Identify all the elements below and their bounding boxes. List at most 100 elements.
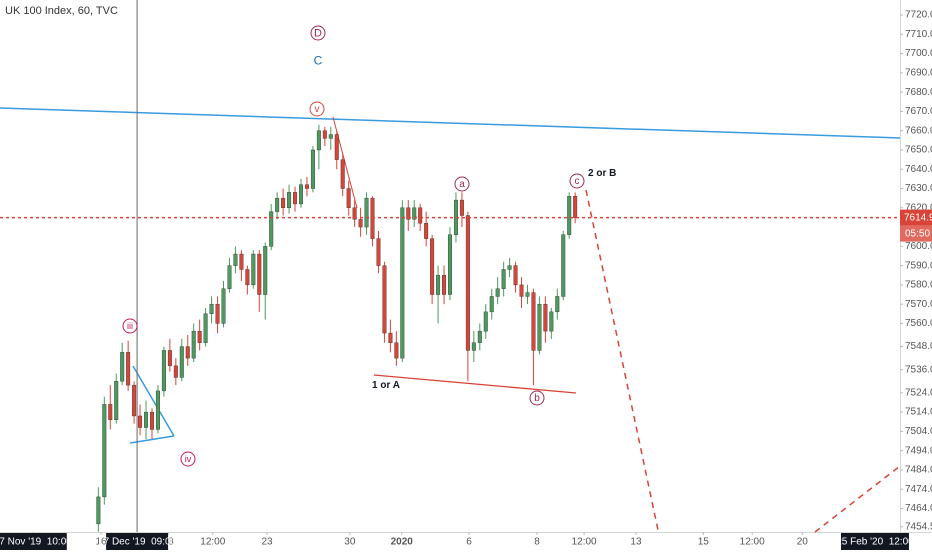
projection-line [814, 465, 901, 533]
candle-body [388, 332, 393, 343]
y-tick-label: 7660.0 [905, 125, 932, 136]
candle-body [334, 134, 339, 160]
candle-body [281, 197, 286, 208]
y-tick-label: 7514.0 [905, 407, 932, 418]
wave-label: b [534, 393, 540, 404]
candle-body [144, 411, 149, 428]
wave-label: a [459, 179, 465, 190]
candle-body [299, 184, 303, 205]
y-tick-label: 7454.5 [905, 521, 932, 532]
wave-circle [309, 101, 325, 117]
candle-body [448, 234, 452, 295]
candle-body [394, 342, 399, 359]
y-tick-label: 7464.0 [905, 503, 932, 514]
y-tick-label: 7524.0 [905, 387, 932, 398]
y-tick-label: 7504.0 [905, 426, 932, 437]
candle-body [120, 352, 125, 382]
candle-body [418, 207, 423, 224]
y-tick-label: 7494.0 [905, 445, 932, 456]
wave-label: iii [127, 321, 133, 331]
triangle-line [132, 365, 175, 437]
candle-body [215, 303, 220, 324]
chart-title: UK 100 Index, 60, TVC [5, 5, 118, 17]
candle-body [328, 134, 333, 139]
candle-body [352, 207, 357, 220]
candle-body [412, 207, 417, 220]
candle-body [245, 269, 250, 286]
candle-body [132, 384, 137, 417]
x-tick-label: 12:00 [572, 537, 597, 548]
candle-body [221, 288, 226, 324]
y-tick-label: 7570.0 [905, 299, 932, 310]
x-tick-label: 15 [698, 537, 710, 548]
candle-body [161, 350, 166, 392]
wave-circle [454, 176, 470, 192]
y-tick-label: 7710.0 [905, 29, 932, 40]
candle-body [549, 311, 554, 332]
wave-label: v [315, 104, 320, 115]
candle-body [251, 253, 256, 286]
candle-body [173, 365, 178, 378]
y-tick-label: 7650.0 [905, 145, 932, 156]
candle-body [436, 275, 441, 295]
candle-body [483, 311, 488, 332]
x-range-box [840, 533, 909, 550]
wave-label: 2 or B [588, 168, 616, 179]
candle-body [179, 346, 184, 378]
candle-body [316, 130, 321, 151]
wave-circle [529, 390, 545, 406]
candle-body [233, 253, 238, 266]
x-tick-label: 12:00 [200, 537, 225, 548]
candle-body [96, 496, 101, 525]
x-tick-label: 20 [797, 537, 809, 548]
candle-body [126, 352, 131, 386]
x-range-box [0, 533, 67, 550]
x-tick-label: 25 Feb '20 12:00 [836, 537, 914, 548]
candle-body [400, 207, 405, 359]
candle-body [185, 346, 190, 359]
crosshair-label: 17 Dec '19 09:00 [98, 537, 177, 548]
wave-label: iv [185, 454, 192, 464]
candle-body [561, 234, 566, 297]
y-tick-label: 7680.0 [905, 87, 932, 98]
candle-body [459, 199, 464, 216]
wave-label: D [314, 27, 322, 39]
wave-circle [122, 318, 138, 334]
x-tick-label: 13 [630, 537, 642, 548]
candle-body [465, 215, 470, 351]
x-tick-label: 16 [95, 537, 107, 548]
candle-body [114, 381, 119, 421]
candle-body [203, 313, 208, 343]
x-tick-label: 18 [163, 537, 175, 548]
y-tick-label: 7536.0 [905, 364, 932, 375]
candle-body [257, 253, 262, 295]
candle-body [370, 197, 375, 239]
candle-body [471, 342, 476, 351]
x-tick-label: 2020 [391, 537, 414, 548]
candle-body [495, 288, 500, 297]
candle-body [543, 303, 548, 332]
candle-body [102, 404, 107, 498]
candle-body [501, 269, 506, 289]
candle-body [138, 415, 143, 428]
y-tick-label: 7620.0 [905, 202, 932, 213]
candle-body [263, 246, 268, 295]
candle-body [322, 130, 327, 139]
wave-label: c [575, 176, 580, 187]
y-tick-label: 7700.0 [905, 48, 932, 59]
candle-body [227, 265, 232, 289]
x-tick-label: 8 [534, 537, 540, 548]
y-tick-label: 7580.0 [905, 280, 932, 291]
wave-circle [310, 25, 326, 41]
candle-body [209, 303, 214, 315]
last-price-box [900, 209, 932, 226]
candle-body [287, 192, 292, 208]
candle-body [167, 350, 172, 367]
candle-body [430, 238, 435, 295]
y-tick-label: 7600.0 [905, 241, 932, 252]
candle-body [442, 275, 447, 295]
y-tick-label: 7474.0 [905, 484, 932, 495]
candle-body [191, 330, 196, 359]
candle-body [424, 223, 429, 239]
